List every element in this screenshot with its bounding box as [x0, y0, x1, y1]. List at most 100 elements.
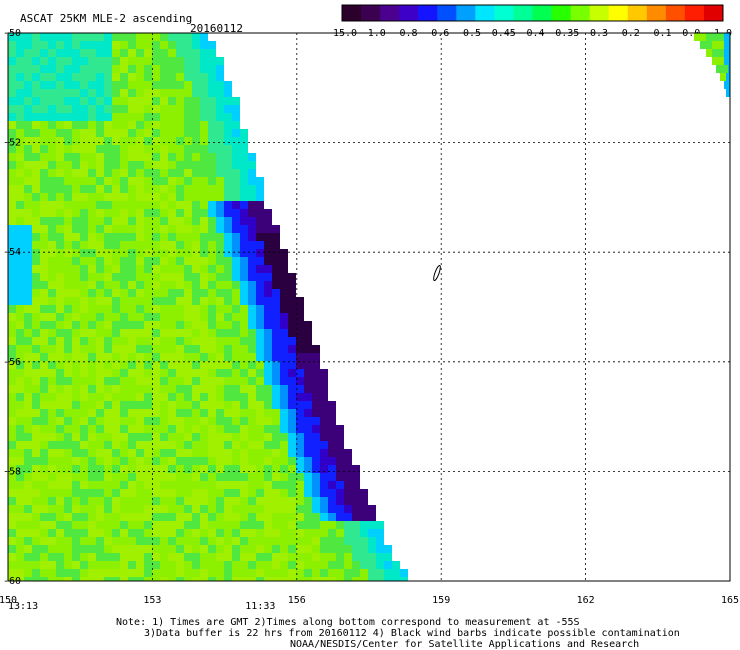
swath-pixel: [24, 345, 32, 353]
swath-pixel: [96, 241, 104, 249]
swath-pixel: [136, 161, 144, 169]
swath-pixel: [718, 33, 724, 41]
swath-pixel: [112, 305, 120, 313]
swath-pixel: [272, 521, 280, 529]
colorbar-swatch: [399, 5, 419, 21]
swath-pixel: [32, 497, 40, 505]
swath-pixel: [32, 441, 40, 449]
swath-pixel: [224, 161, 232, 169]
swath-pixel: [232, 529, 240, 537]
swath-pixel: [352, 561, 360, 569]
swath-pixel: [192, 241, 200, 249]
swath-pixel: [320, 505, 328, 513]
swath-pixel: [168, 177, 176, 185]
swath-pixel: [168, 353, 176, 361]
swath-pixel: [56, 33, 64, 41]
swath-pixel: [48, 209, 56, 217]
swath-pixel: [360, 489, 368, 497]
swath-pixel: [256, 241, 264, 249]
swath-pixel: [56, 417, 64, 425]
swath-pixel: [360, 513, 368, 521]
swath-pixel: [32, 281, 40, 289]
swath-pixel: [224, 353, 232, 361]
swath-pixel: [32, 33, 40, 41]
swath-pixel: [112, 217, 120, 225]
swath-pixel: [176, 225, 184, 233]
swath-pixel: [248, 225, 256, 233]
swath-pixel: [288, 305, 296, 313]
swath-pixel: [128, 569, 136, 577]
swath-pixel: [40, 321, 48, 329]
swath-pixel: [240, 425, 248, 433]
swath-pixel: [48, 329, 56, 337]
swath-pixel: [8, 201, 16, 209]
swath-pixel: [96, 49, 104, 57]
swath-pixel: [208, 89, 216, 97]
swath-pixel: [144, 321, 152, 329]
swath-pixel: [72, 73, 80, 81]
swath-pixel: [312, 497, 320, 505]
swath-pixel: [144, 233, 152, 241]
swath-pixel: [128, 209, 136, 217]
swath-pixel: [216, 321, 224, 329]
swath-pixel: [48, 465, 56, 473]
swath-pixel: [128, 417, 136, 425]
swath-pixel: [88, 449, 96, 457]
swath-pixel: [280, 265, 288, 273]
swath-pixel: [64, 233, 72, 241]
swath-pixel: [296, 305, 304, 313]
swath-pixel: [136, 489, 144, 497]
swath-pixel: [8, 177, 16, 185]
swath-pixel: [112, 201, 120, 209]
swath-pixel: [88, 553, 96, 561]
swath-pixel: [184, 417, 192, 425]
swath-pixel: [320, 369, 328, 377]
swath-pixel: [8, 65, 16, 73]
swath-pixel: [120, 49, 128, 57]
swath-pixel: [16, 65, 24, 73]
swath-pixel: [136, 265, 144, 273]
swath-pixel: [144, 73, 152, 81]
swath-pixel: [16, 233, 24, 241]
swath-pixel: [232, 305, 240, 313]
colorbar-swatch: [665, 5, 686, 21]
swath-pixel: [152, 425, 160, 433]
swath-pixel: [216, 113, 224, 121]
swath-pixel: [168, 561, 176, 569]
swath-pixel: [152, 193, 160, 201]
swath-pixel: [88, 433, 96, 441]
swath-pixel: [128, 457, 136, 465]
swath-pixel: [216, 521, 224, 529]
swath-pixel: [312, 409, 320, 417]
swath-pixel: [32, 305, 40, 313]
swath-pixel: [216, 313, 224, 321]
swath-pixel: [144, 265, 152, 273]
swath-pixel: [200, 73, 208, 81]
swath-pixel: [104, 369, 112, 377]
swath-pixel: [40, 377, 48, 385]
swath-pixel: [184, 313, 192, 321]
swath-pixel: [136, 569, 144, 577]
swath-pixel: [40, 97, 48, 105]
swath-pixel: [288, 505, 296, 513]
swath-pixel: [160, 505, 168, 513]
swath-pixel: [272, 513, 280, 521]
swath-pixel: [24, 145, 32, 153]
swath-pixel: [168, 433, 176, 441]
swath-pixel: [120, 81, 128, 89]
swath-pixel: [120, 201, 128, 209]
swath-pixel: [40, 577, 48, 581]
swath-pixel: [64, 129, 72, 137]
swath-pixel: [216, 241, 224, 249]
swath-pixel: [16, 353, 24, 361]
swath-pixel: [176, 489, 184, 497]
swath-pixel: [40, 137, 48, 145]
swath-pixel: [336, 569, 344, 577]
swath-pixel: [96, 417, 104, 425]
swath-pixel: [72, 217, 80, 225]
swath-pixel: [152, 529, 160, 537]
swath-pixel: [192, 337, 200, 345]
swath-pixel: [200, 553, 208, 561]
swath-pixel: [320, 513, 328, 521]
swath-pixel: [272, 345, 280, 353]
